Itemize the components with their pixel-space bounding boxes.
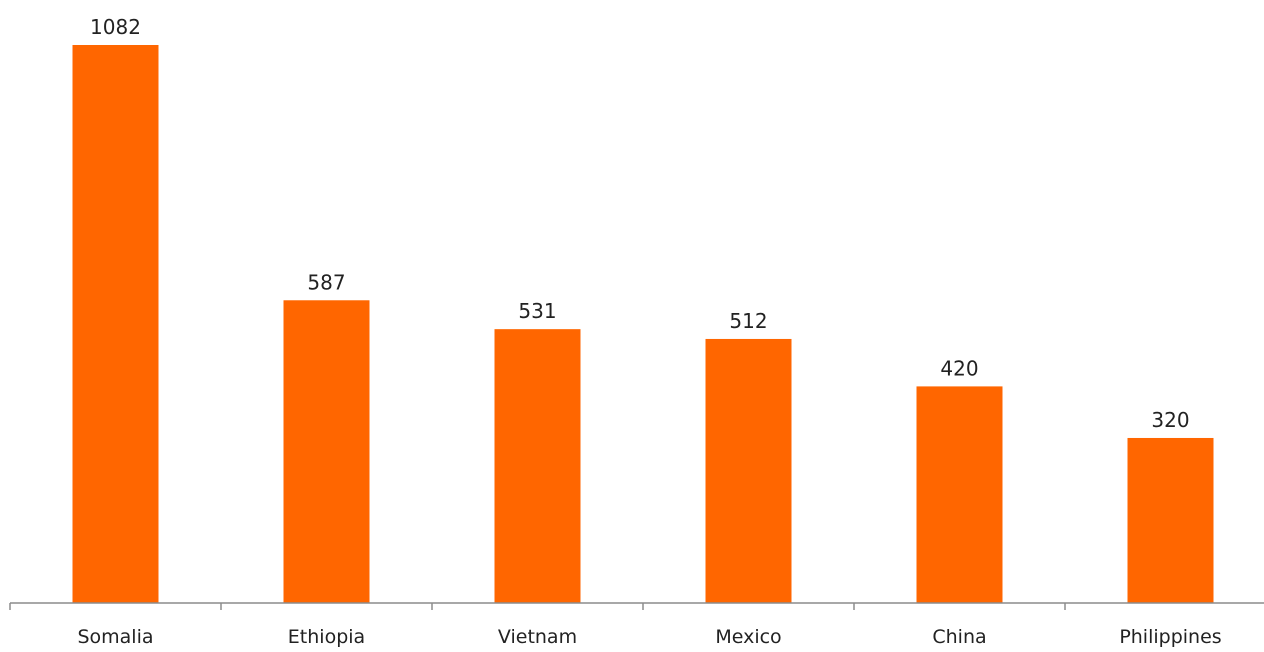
x-tick-labels-group: Somalia Ethiopia Vietnam Mexico China Philipp…: [77, 626, 1221, 648]
bars-group: [72, 45, 1214, 603]
bar-somalia: [72, 45, 159, 603]
x-tick-label-somalia: Somalia: [77, 626, 153, 648]
bar-china: [916, 386, 1003, 603]
value-label-vietnam: 531: [518, 299, 556, 323]
x-tick-label-china: China: [932, 626, 986, 648]
x-tick-label-ethiopia: Ethiopia: [288, 626, 365, 648]
value-label-china: 420: [940, 356, 978, 380]
bar-philippines: [1127, 437, 1214, 603]
bar-vietnam: [494, 329, 581, 603]
value-label-philippines: 320: [1151, 408, 1189, 432]
value-label-somalia: 1082: [90, 15, 141, 39]
value-labels-group: 1082 587 531 512 420 320: [90, 15, 1190, 432]
value-label-mexico: 512: [729, 309, 767, 333]
x-tick-label-philippines: Philippines: [1119, 626, 1221, 648]
x-tick-label-vietnam: Vietnam: [498, 626, 577, 648]
value-label-ethiopia: 587: [307, 270, 345, 294]
x-axis: [9, 602, 1264, 610]
bar-ethiopia: [283, 300, 370, 603]
bar-mexico: [705, 338, 792, 603]
x-tick-label-mexico: Mexico: [715, 626, 781, 648]
